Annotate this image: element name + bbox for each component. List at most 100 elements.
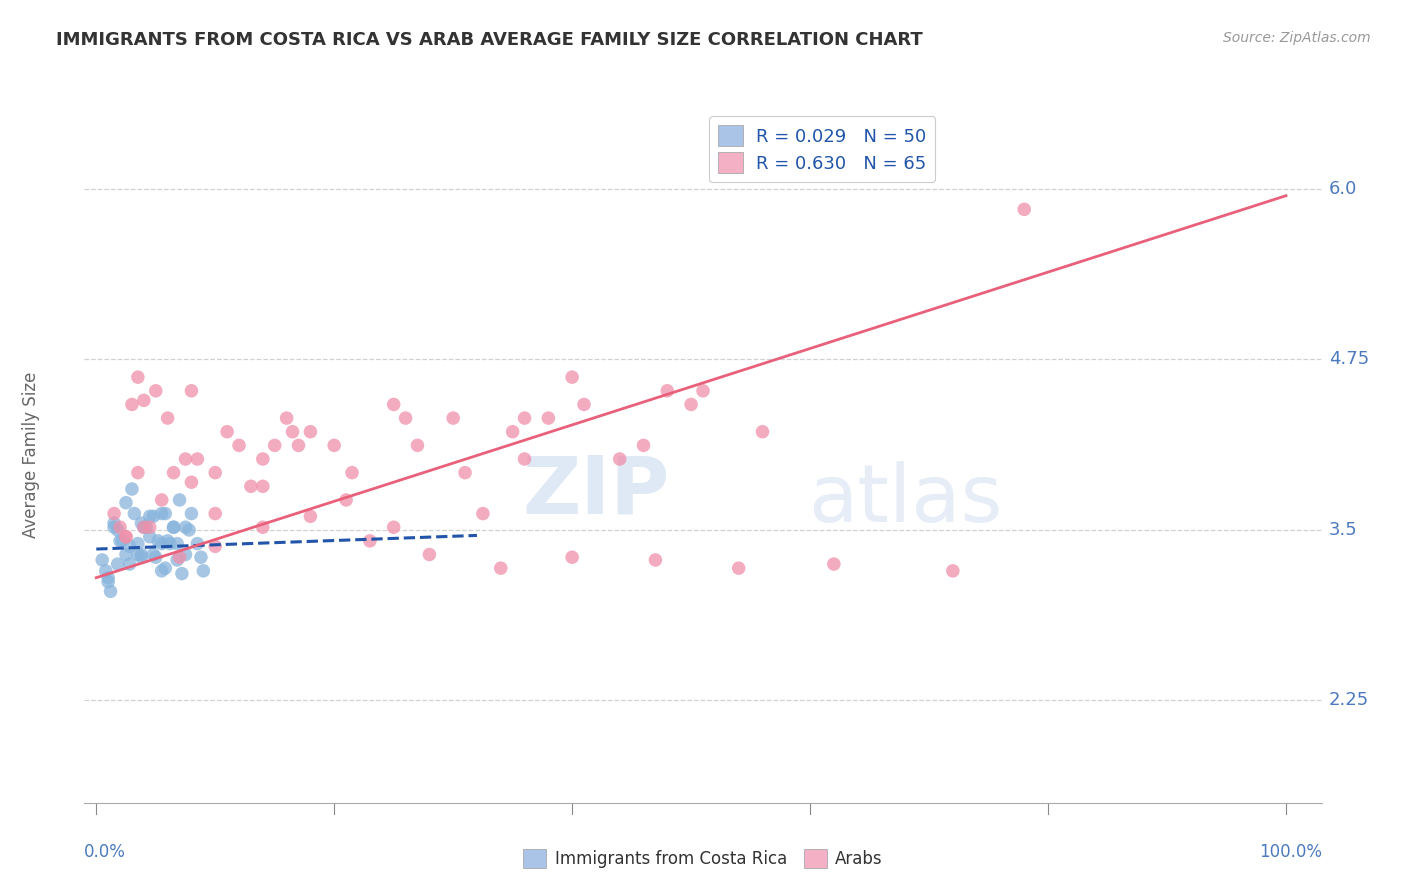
Point: [124, 507, 146, 521]
Point: [166, 536, 188, 550]
Text: 4.75: 4.75: [1329, 351, 1369, 368]
Point: [100, 584, 122, 599]
Point: [572, 397, 595, 411]
Point: [204, 507, 226, 521]
Point: [471, 507, 494, 521]
Point: [139, 520, 162, 534]
Text: IMMIGRANTS FROM COSTA RICA VS ARAB AVERAGE FAMILY SIZE CORRELATION CHART: IMMIGRANTS FROM COSTA RICA VS ARAB AVERA…: [56, 31, 922, 49]
Point: [186, 536, 208, 550]
Point: [118, 557, 141, 571]
Point: [263, 438, 285, 452]
Point: [335, 492, 357, 507]
Point: [132, 520, 155, 534]
Point: [145, 384, 167, 398]
Point: [108, 533, 131, 548]
Point: [644, 553, 666, 567]
Point: [169, 550, 191, 565]
Point: [692, 384, 714, 398]
Point: [107, 557, 129, 571]
Point: [823, 557, 845, 571]
Point: [204, 539, 226, 553]
Text: ZIP: ZIP: [522, 453, 669, 531]
Text: 6.0: 6.0: [1329, 180, 1357, 198]
Point: [162, 520, 184, 534]
Point: [276, 411, 298, 425]
Point: [513, 452, 536, 467]
Point: [94, 564, 117, 578]
Point: [281, 425, 304, 439]
Point: [127, 548, 149, 562]
Point: [150, 564, 173, 578]
Point: [155, 561, 177, 575]
Point: [513, 411, 536, 425]
Point: [180, 475, 202, 490]
Point: [681, 397, 703, 411]
Point: [299, 509, 322, 524]
Legend: Immigrants from Costa Rica, Arabs: Immigrants from Costa Rica, Arabs: [516, 842, 890, 874]
Point: [174, 452, 197, 467]
Point: [150, 507, 173, 521]
Point: [502, 425, 524, 439]
Point: [228, 438, 250, 452]
Point: [406, 438, 429, 452]
Point: [170, 566, 193, 581]
Text: 100.0%: 100.0%: [1258, 843, 1322, 861]
Point: [139, 530, 162, 544]
Point: [131, 548, 153, 562]
Point: [145, 550, 167, 565]
Point: [159, 536, 181, 550]
Point: [107, 523, 129, 537]
Point: [108, 520, 131, 534]
Point: [142, 509, 165, 524]
Point: [115, 496, 138, 510]
Point: [146, 533, 169, 548]
Point: [252, 452, 274, 467]
Point: [127, 536, 149, 550]
Point: [174, 520, 197, 534]
Point: [177, 523, 200, 537]
Point: [204, 466, 226, 480]
Point: [156, 411, 179, 425]
Text: atlas: atlas: [808, 461, 1002, 539]
Point: [299, 425, 322, 439]
Point: [454, 466, 477, 480]
Point: [155, 507, 177, 521]
Point: [131, 516, 153, 530]
Text: 2.25: 2.25: [1329, 691, 1369, 709]
Point: [186, 452, 208, 467]
Point: [1012, 202, 1035, 217]
Point: [190, 550, 212, 565]
Point: [561, 550, 583, 565]
Point: [115, 548, 138, 562]
Point: [382, 397, 405, 411]
Text: Average Family Size: Average Family Size: [22, 372, 39, 538]
Point: [340, 466, 363, 480]
Point: [121, 482, 143, 496]
Point: [323, 438, 346, 452]
Point: [91, 553, 114, 567]
Point: [139, 509, 162, 524]
Point: [359, 533, 381, 548]
Point: [174, 548, 197, 562]
Point: [97, 571, 120, 585]
Text: Source: ZipAtlas.com: Source: ZipAtlas.com: [1223, 31, 1371, 45]
Point: [142, 548, 165, 562]
Text: 0.0%: 0.0%: [84, 843, 127, 861]
Point: [132, 520, 155, 534]
Point: [127, 370, 149, 384]
Point: [103, 516, 125, 530]
Point: [727, 561, 749, 575]
Point: [132, 393, 155, 408]
Point: [657, 384, 679, 398]
Point: [97, 574, 120, 589]
Point: [561, 370, 583, 384]
Point: [162, 520, 184, 534]
Point: [103, 520, 125, 534]
Point: [942, 564, 965, 578]
Point: [441, 411, 464, 425]
Text: 3.5: 3.5: [1329, 521, 1357, 539]
Point: [382, 520, 405, 534]
Point: [115, 530, 138, 544]
Point: [150, 492, 173, 507]
Point: [131, 550, 153, 565]
